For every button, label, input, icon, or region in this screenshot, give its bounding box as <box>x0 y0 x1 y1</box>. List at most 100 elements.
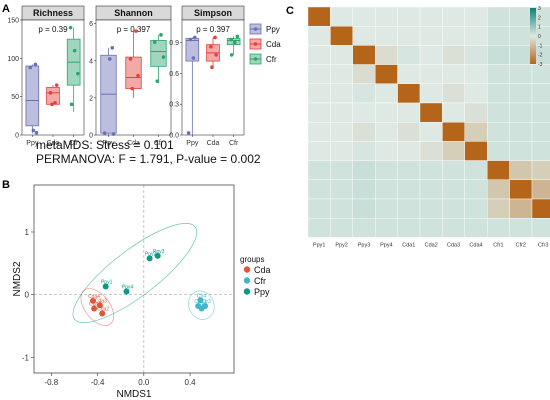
heatmap-cell <box>464 121 488 142</box>
stress-label: metaMDS: Stress = 0.101 <box>36 138 174 152</box>
data-point <box>110 46 115 50</box>
legend-label: Cda <box>254 265 271 275</box>
data-point <box>111 132 116 136</box>
heatmap-cell <box>307 160 331 181</box>
box-ppy <box>185 38 200 62</box>
data-point <box>191 56 196 60</box>
y-tick-label: 100 <box>7 56 19 63</box>
heatmap-cell <box>352 179 376 200</box>
heatmap-cell <box>442 83 465 104</box>
heatmap-cell <box>307 121 331 142</box>
legend-label: Cda <box>266 40 281 49</box>
data-point <box>155 79 160 84</box>
heatmap-cell <box>352 6 376 27</box>
x-tick-label: Cda <box>47 140 60 147</box>
sample-point <box>96 302 103 309</box>
p-value-label: p = 0.39 <box>38 25 68 34</box>
data-point <box>128 57 133 61</box>
x-tick-label: Cfr <box>229 140 239 147</box>
x-tick-label: Ppy <box>102 140 115 147</box>
data-point <box>68 25 73 30</box>
heatmap-cell <box>531 160 550 181</box>
heatmap-cell <box>531 83 550 104</box>
heatmap-cell <box>352 45 376 65</box>
heatmap-cell <box>487 121 510 142</box>
column-label: Ppy1 <box>313 242 326 248</box>
column-label: Cfr1 <box>493 242 503 248</box>
heatmap-cell <box>419 102 443 123</box>
heatmap-cell <box>375 102 398 123</box>
heatmap-cell <box>352 102 376 123</box>
data-point <box>134 29 138 33</box>
y-tick-label: 0.6 <box>169 71 179 78</box>
heatmap-cell <box>442 121 465 142</box>
sample-point <box>154 252 161 259</box>
sample-label: Cda4 <box>88 294 100 300</box>
heatmap-cell <box>464 141 488 161</box>
heatmap-cell <box>531 141 550 161</box>
heatmap-cell <box>531 179 550 200</box>
heatmap-cell <box>397 160 421 181</box>
y-tick-label: 50 <box>11 94 19 101</box>
confidence-ellipse-cda <box>80 288 115 326</box>
heatmap-cell <box>352 64 376 84</box>
heatmap-cell <box>442 160 465 181</box>
boxplot-simpson: Simpson 0.0 0.3 0.6 0.9 Ppy Cda Cfr p = 0.397 <box>169 5 245 147</box>
heatmap-cell <box>442 141 465 161</box>
heatmap-cell <box>464 198 488 219</box>
heatmap-cell <box>307 217 331 238</box>
legend-key-dot <box>253 27 258 31</box>
heatmap-cell <box>330 121 353 142</box>
heatmap-cell <box>464 217 488 238</box>
heatmap-cell <box>375 198 398 219</box>
heatmap-cell <box>442 6 465 27</box>
sample-point <box>89 297 96 304</box>
heatmap-cell <box>531 198 550 219</box>
facet-title: Shannon <box>114 8 153 18</box>
heatmap-cell <box>397 83 421 104</box>
data-point <box>229 53 234 57</box>
x-tick-label: -0.8 <box>44 378 58 387</box>
heatmap-cell <box>464 179 488 200</box>
heatmap-cell <box>330 141 353 161</box>
heatmap-cell <box>330 83 353 104</box>
confidence-ellipse-cfr <box>188 290 215 320</box>
y-axis-title: NMDS2 <box>12 261 23 296</box>
heatmap-cell <box>464 64 488 84</box>
heatmap-cell <box>419 26 443 46</box>
heatmap-cell <box>531 217 550 238</box>
data-point <box>50 102 54 107</box>
x-tick-label: Cda <box>127 140 140 147</box>
colorbar-tick-label: 0 <box>538 34 541 40</box>
heatmap-cell <box>419 217 443 238</box>
heatmap-cell <box>531 121 550 142</box>
sample-label: Ppy4 <box>122 285 134 291</box>
column-label: Cfr3 <box>538 242 548 248</box>
heatmap-cell <box>307 45 331 65</box>
heatmap-cell <box>487 64 510 84</box>
heatmap-cell <box>397 121 421 142</box>
heatmap-cell <box>442 179 465 200</box>
facet-title: Simpson <box>194 8 232 18</box>
heatmap-cell <box>509 26 533 46</box>
column-label: Cfr2 <box>516 242 526 248</box>
box-cda <box>46 87 60 105</box>
data-point <box>235 34 240 39</box>
data-point <box>188 37 193 42</box>
heatmap-cell <box>509 83 533 104</box>
sample-label: Ppy2 <box>145 251 157 257</box>
heatmap-cell <box>419 45 443 65</box>
heatmap-cell <box>375 83 398 104</box>
colorbar-tick-label: 2 <box>538 15 541 21</box>
heatmap-cell <box>397 45 421 65</box>
heatmap-cell <box>419 198 443 219</box>
heatmap-cell <box>464 160 488 181</box>
data-point <box>209 44 213 49</box>
y-tick-label: -1 <box>22 353 30 362</box>
heatmap-cell <box>419 6 443 27</box>
legend-dot-cfr <box>243 277 251 284</box>
data-point <box>53 101 57 105</box>
heatmap-cell <box>375 45 398 65</box>
data-point <box>102 131 107 135</box>
plot-panel <box>181 19 245 136</box>
